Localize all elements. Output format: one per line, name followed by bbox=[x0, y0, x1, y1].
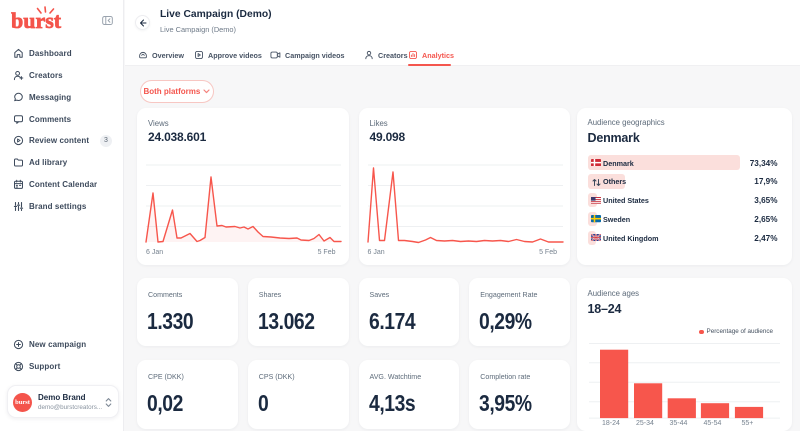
svg-text:burst: burst bbox=[11, 8, 62, 32]
